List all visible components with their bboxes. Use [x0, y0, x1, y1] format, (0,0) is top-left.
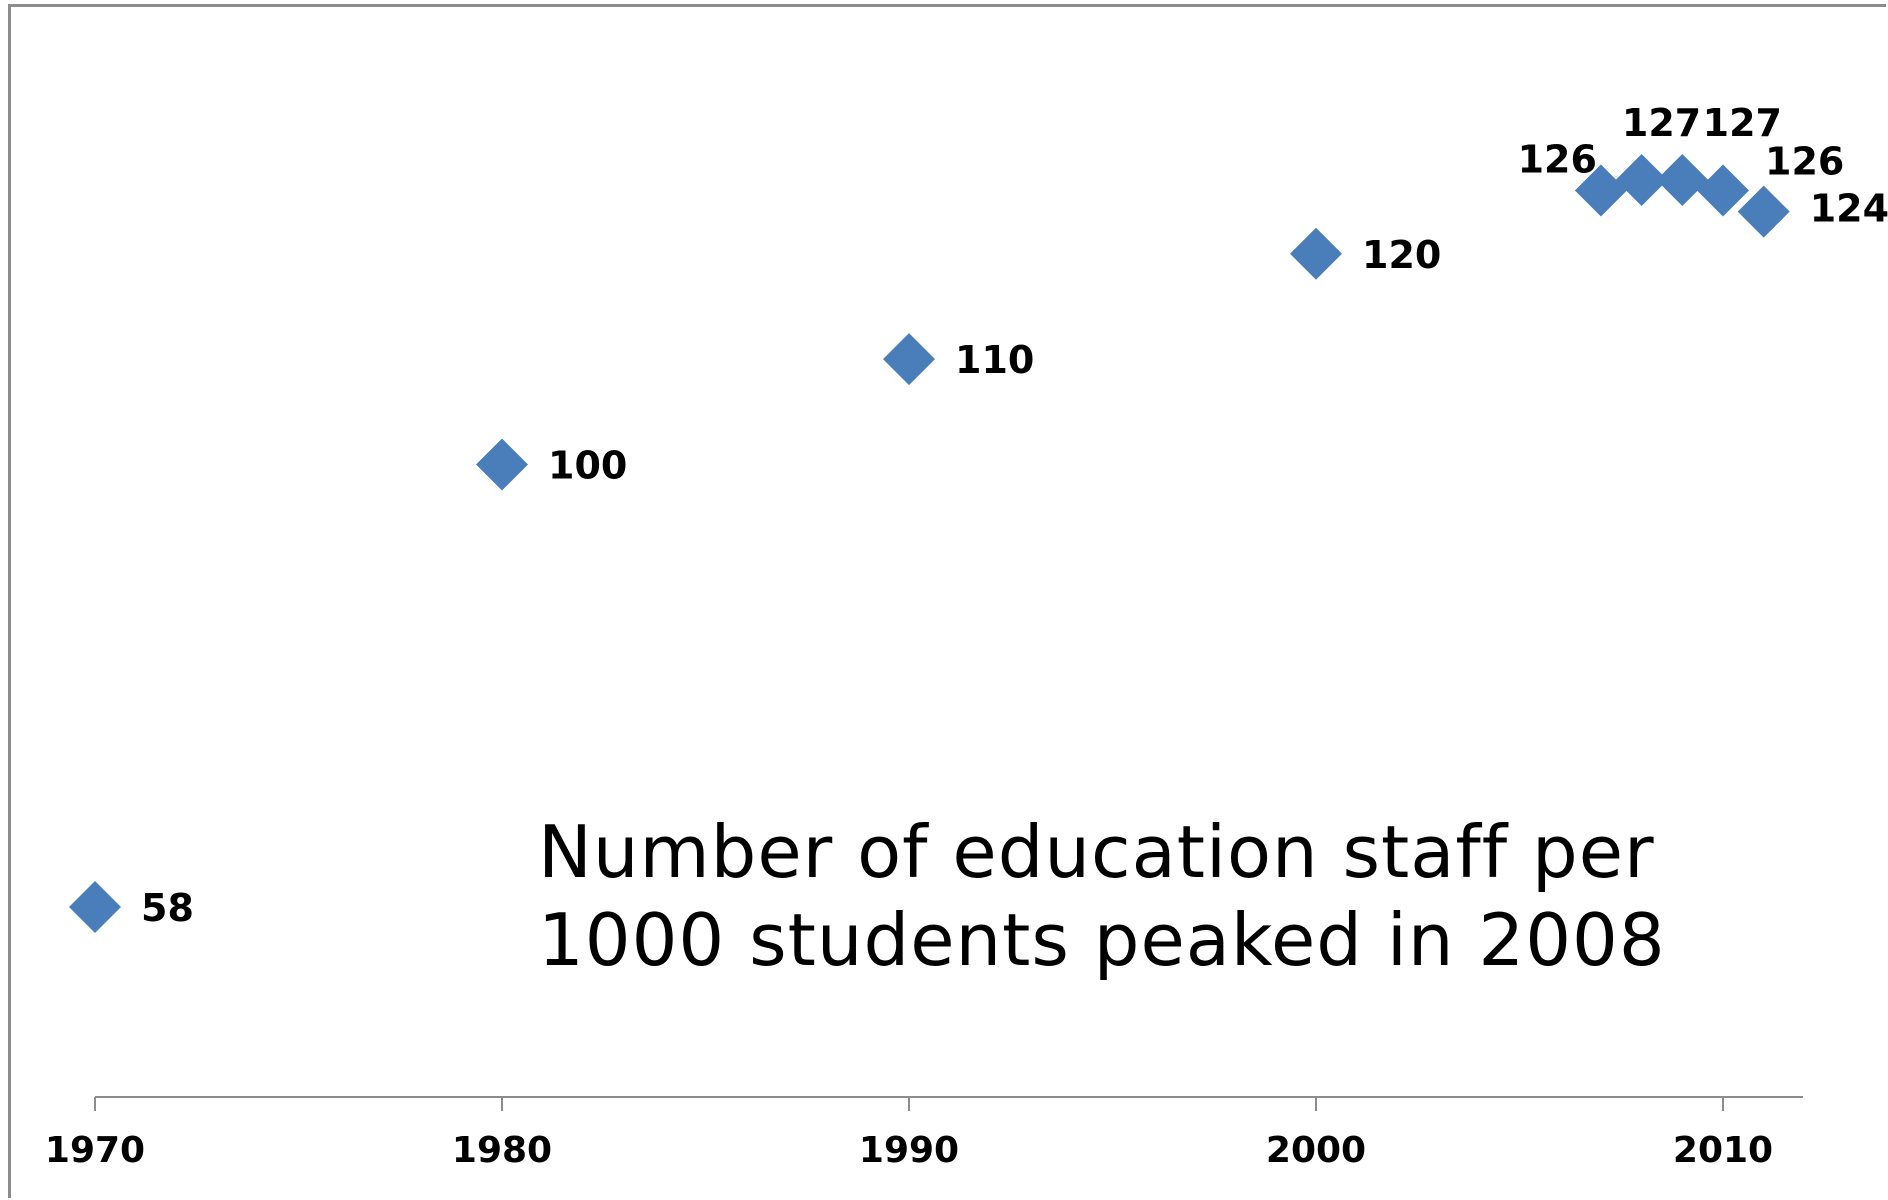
- x-tick-label: 2000: [1266, 1130, 1366, 1171]
- data-label: 126: [1765, 140, 1844, 184]
- data-label: 127: [1703, 101, 1782, 145]
- annotation-line-1: Number of education staff per: [538, 810, 1655, 894]
- data-point-diamond: [69, 881, 121, 933]
- data-point-diamond: [1656, 154, 1709, 206]
- x-tick-label: 2010: [1673, 1130, 1773, 1171]
- x-tick-label: 1980: [452, 1130, 552, 1171]
- data-label: 110: [955, 338, 1034, 382]
- data-label: 126: [1518, 138, 1597, 182]
- x-tick-label: 1970: [45, 1130, 145, 1171]
- data-label: 100: [548, 443, 627, 487]
- data-points: [69, 154, 1790, 933]
- chart-annotation: Number of education staff per 1000 stude…: [538, 808, 1738, 984]
- data-point-diamond: [1737, 185, 1790, 238]
- data-point-diamond: [1574, 164, 1627, 217]
- chart-frame: [8, 4, 1886, 1198]
- x-tick-label: 1990: [859, 1130, 959, 1171]
- data-point-diamond: [1697, 164, 1749, 217]
- data-label: 124: [1810, 187, 1888, 231]
- data-point-diamond: [1290, 227, 1342, 280]
- annotation-line-2: 1000 students peaked in 2008: [538, 898, 1666, 982]
- data-point-diamond: [476, 438, 528, 491]
- data-label: 120: [1362, 233, 1441, 277]
- data-point-diamond: [1615, 154, 1668, 206]
- data-label: 58: [141, 886, 194, 930]
- data-label: 127: [1622, 101, 1701, 145]
- data-point-diamond: [883, 333, 935, 386]
- x-axis-ticks: 1970 1980 1990 2000 2010: [45, 1097, 1773, 1171]
